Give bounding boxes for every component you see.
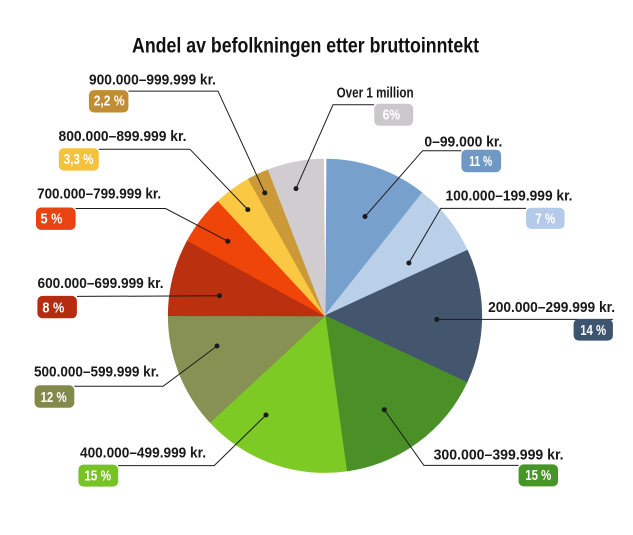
svg-text:5 %: 5 % — [41, 211, 63, 228]
svg-text:200.000–299.999 kr.: 200.000–299.999 kr. — [488, 300, 615, 316]
svg-text:6%: 6% — [383, 107, 401, 124]
svg-text:15 %: 15 % — [525, 467, 551, 484]
svg-text:2,2 %: 2,2 % — [94, 93, 125, 110]
svg-text:8 %: 8 % — [42, 299, 64, 316]
svg-text:500.000–599.999 kr.: 500.000–599.999 kr. — [34, 364, 159, 380]
svg-text:100.000–199.999 kr.: 100.000–199.999 kr. — [446, 188, 573, 204]
svg-text:900.000–999.999 kr.: 900.000–999.999 kr. — [89, 73, 216, 89]
svg-text:14 %: 14 % — [580, 322, 606, 339]
svg-text:12 %: 12 % — [41, 389, 67, 406]
svg-text:15 %: 15 % — [84, 468, 111, 485]
svg-text:400.000–499.999 kr.: 400.000–499.999 kr. — [80, 445, 206, 461]
svg-text:700.000–799.999 kr.: 700.000–799.999 kr. — [37, 187, 161, 203]
svg-text:800.000–899.999 kr.: 800.000–899.999 kr. — [59, 129, 187, 145]
svg-text:300.000–399.999 kr.: 300.000–399.999 kr. — [434, 447, 564, 463]
svg-text:Andel av befolkningen etter br: Andel av befolkningen etter bruttoinntek… — [132, 35, 479, 58]
svg-text:11 %: 11 % — [469, 153, 492, 170]
svg-text:3,3 %: 3,3 % — [64, 151, 94, 168]
svg-text:600.000–699.999 kr.: 600.000–699.999 kr. — [38, 276, 164, 292]
svg-text:7 %: 7 % — [535, 211, 555, 228]
svg-text:Over 1 million: Over 1 million — [337, 86, 414, 102]
svg-text:0–99.000 kr.: 0–99.000 kr. — [424, 135, 502, 151]
